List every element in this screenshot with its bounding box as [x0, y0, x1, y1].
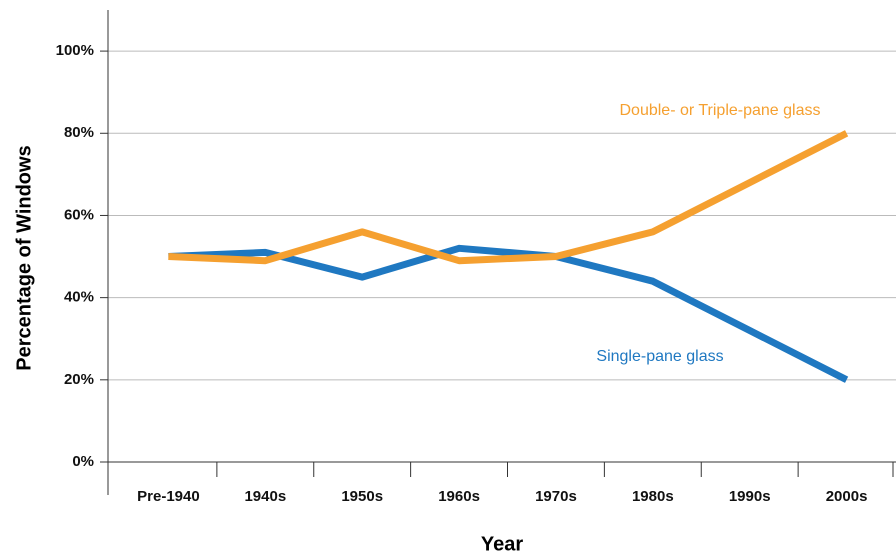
- y-tick-label: 20%: [64, 371, 94, 388]
- series-label: Single-pane glass: [596, 348, 723, 365]
- x-tick-label: Pre-1940: [137, 488, 200, 505]
- series-line: [168, 130, 849, 265]
- y-tick-label: 100%: [56, 42, 94, 59]
- x-tick-label: 1990s: [729, 488, 771, 505]
- y-axis-label: Percentage of Windows: [13, 145, 35, 370]
- x-tick-label: 1940s: [244, 488, 286, 505]
- x-tick-label: 1970s: [535, 488, 577, 505]
- x-tick-label: 1980s: [632, 488, 674, 505]
- x-axis-label: Year: [481, 533, 523, 555]
- x-tick-label: 2000s: [826, 488, 868, 505]
- y-tick-label: 80%: [64, 124, 94, 141]
- y-tick-label: 40%: [64, 289, 94, 306]
- y-tick-label: 0%: [72, 453, 94, 470]
- x-tick-label: 1960s: [438, 488, 480, 505]
- x-tick-label: 1950s: [341, 488, 383, 505]
- y-tick-label: 60%: [64, 206, 94, 223]
- series-line: [168, 244, 849, 383]
- series-label: Double- or Triple-pane glass: [620, 102, 821, 119]
